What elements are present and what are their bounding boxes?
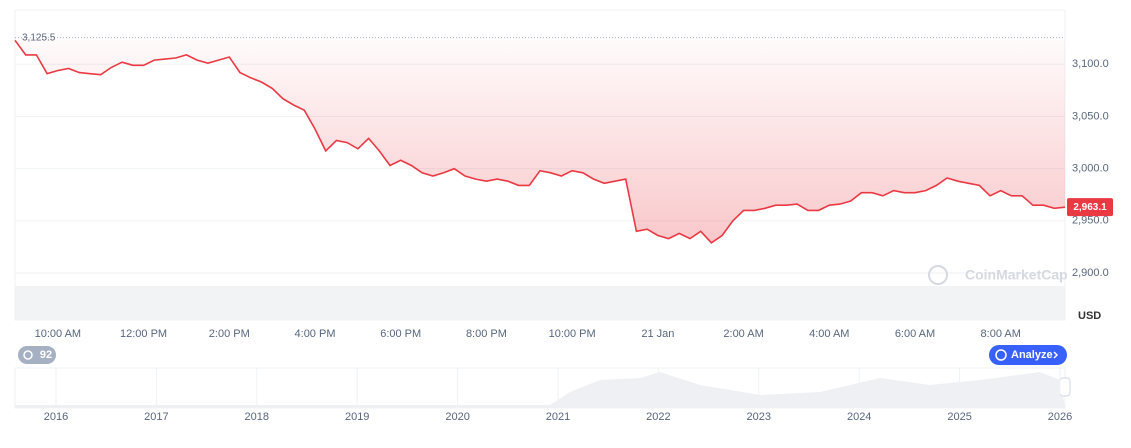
x-tick-label: 6:00 PM [380, 328, 421, 340]
history-icon [23, 350, 33, 360]
analyze-chevron [1053, 351, 1059, 359]
navigator-year: 2021 [546, 411, 570, 423]
navigator-year: 2025 [947, 411, 971, 423]
analyze-icon [995, 349, 1007, 361]
navigator-year: 2024 [847, 411, 871, 423]
navigator-year: 2019 [345, 411, 369, 423]
navigator-labels: 2016 2017 2018 2019 2020 2021 2022 2023 2024 2025… [44, 368, 1072, 423]
y-tick-label: 3,000.0 [1072, 163, 1109, 175]
navigator-year: 2016 [44, 411, 68, 423]
area [15, 37, 1065, 243]
y-tick-label: 2,950.0 [1072, 215, 1109, 227]
last-price-label: 2,963.1 [1073, 202, 1107, 213]
x-tick-label: 4:00 AM [809, 328, 849, 340]
analyze-button[interactable] [989, 345, 1067, 365]
y-tick-label: 2,900.0 [1072, 267, 1109, 279]
navigator-year: 2026 [1048, 411, 1072, 423]
y-tick-label: 3,100.0 [1072, 58, 1109, 70]
x-tick-label: 12:00 PM [120, 328, 167, 340]
reference-label: 3,125.5 [22, 32, 56, 43]
analyze-label: Analyze [1011, 349, 1053, 361]
y-unit: USD [1078, 310, 1101, 322]
plot: 2,900.0 2,950.0 3,000.0 3,050.0 3,100.0 10:00… [14, 32, 1113, 340]
y-tick-label: 3,050.0 [1072, 110, 1109, 122]
x-tick-label: 2:00 PM [209, 328, 250, 340]
x-tick-label: 2:00 AM [723, 328, 763, 340]
x-tick-label: 6:00 AM [895, 328, 935, 340]
x-tick-label: 4:00 PM [295, 328, 336, 340]
x-tick-label: 8:00 AM [981, 328, 1021, 340]
price-line [14, 39, 1066, 244]
x-tick-label: 10:00 AM [35, 328, 81, 340]
navigator-year: 2018 [245, 411, 269, 423]
x-tick-label: 10:00 PM [549, 328, 596, 340]
navigator-area [15, 372, 1065, 408]
navigator-year: 2022 [646, 411, 670, 423]
navigator-year: 2017 [144, 411, 168, 423]
watermark-logo [928, 265, 948, 285]
navigator-year: 2020 [445, 411, 469, 423]
x-tick-label: 8:00 PM [466, 328, 507, 340]
navigator-year: 2023 [747, 411, 771, 423]
x-tick-label: 21 Jan [641, 328, 674, 340]
volume-band [15, 286, 1065, 320]
last-price-badge [1067, 198, 1113, 217]
history-count: 92 [40, 349, 52, 361]
watermark: CoinMarketCap [965, 267, 1068, 283]
navigator-handle[interactable] [1059, 377, 1071, 397]
